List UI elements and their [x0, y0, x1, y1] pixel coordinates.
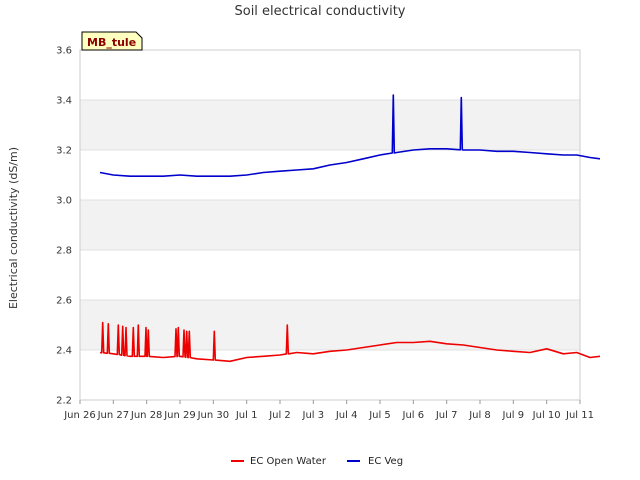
- x-tick-label: Jun 27: [97, 410, 130, 421]
- x-tick-label: Jul 1: [235, 410, 258, 421]
- legend-label-ec-veg: EC Veg: [368, 456, 403, 467]
- y-tick-label: 2.8: [56, 246, 72, 257]
- x-tick-label: Jul 3: [302, 410, 325, 421]
- x-tick-label: Jul 11: [565, 410, 594, 421]
- x-tick-label: Jun 29: [163, 410, 196, 421]
- x-tick-label: Jul 2: [268, 410, 291, 421]
- site-badge-label: MB_tule: [87, 36, 136, 49]
- x-tick-label: Jul 10: [532, 410, 561, 421]
- background-band: [80, 100, 580, 150]
- y-tick-label: 3.6: [56, 46, 72, 57]
- legend-label-ec-open-water: EC Open Water: [250, 456, 327, 467]
- legend: EC Open Water EC Veg: [231, 456, 403, 467]
- y-tick-label: 2.2: [56, 396, 72, 407]
- series-line-ec-veg: [99, 94, 601, 177]
- gridlines: [80, 49, 580, 401]
- y-axis-label: Electrical conductivity (dS/m): [7, 147, 20, 309]
- x-tick-label: Jul 5: [368, 410, 391, 421]
- plot-frame: [79, 49, 581, 401]
- y-tick-label: 3.0: [56, 196, 72, 207]
- x-tick-label: Jul 8: [468, 410, 491, 421]
- site-badge-shape: [81, 31, 143, 51]
- series-layer: [99, 94, 601, 363]
- x-tick-label: Jul 9: [502, 410, 525, 421]
- y-tick-label: 3.4: [56, 96, 72, 107]
- x-tick-label: Jun 28: [130, 410, 163, 421]
- x-tick-label: Jul 7: [435, 410, 458, 421]
- series-line-ec-open-water: [99, 321, 601, 363]
- site-badge: MB_tule: [81, 31, 143, 51]
- background-band: [80, 200, 580, 250]
- x-tick-label: Jun 26: [63, 410, 96, 421]
- x-tick-label: Jul 4: [335, 410, 358, 421]
- y-tick-label: 2.6: [56, 296, 72, 307]
- chart-title: Soil electrical conductivity: [234, 4, 405, 19]
- y-tick-label: 3.2: [56, 146, 72, 157]
- background-bands: [80, 100, 580, 350]
- x-tick-label: Jun 30: [197, 410, 230, 421]
- x-axis: Jun 26 Jun 27 Jun 28 Jun 29 Jun 30 Jul 1 Jul 2…: [63, 400, 594, 421]
- y-tick-label: 2.4: [56, 346, 72, 357]
- background-band: [80, 300, 580, 350]
- y-axis: 2.2 2.4 2.6 2.8 3.0 3.2 3.4 3.6: [56, 46, 72, 407]
- x-tick-label: Jul 6: [402, 410, 425, 421]
